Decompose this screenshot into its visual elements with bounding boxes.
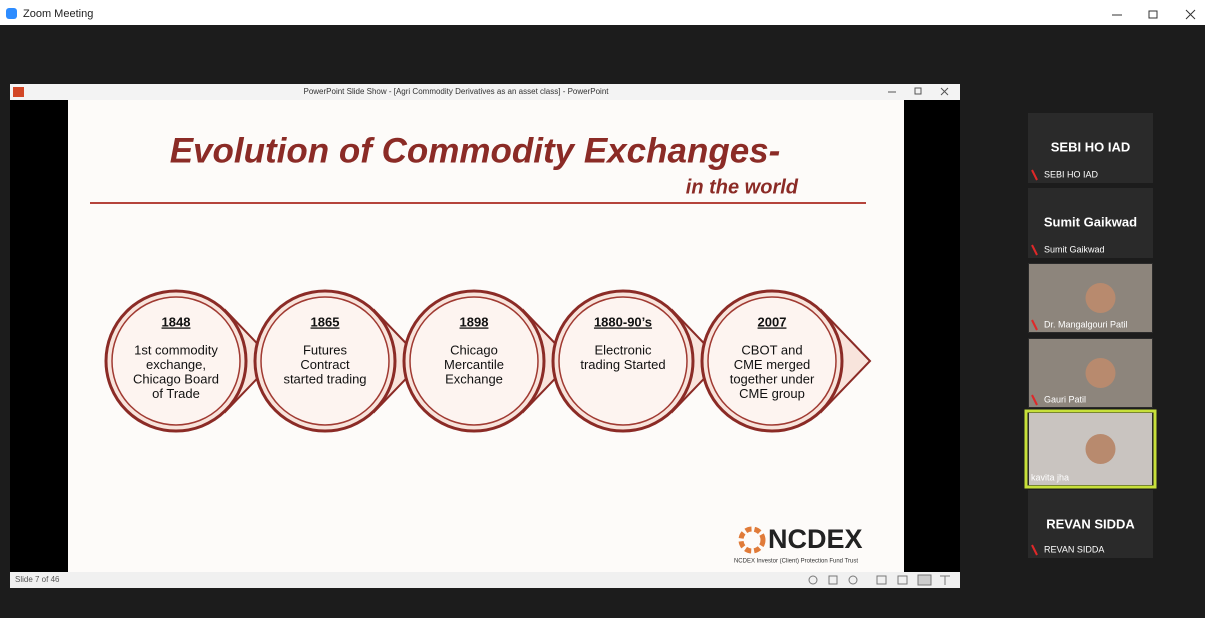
participant-face [1086,358,1116,388]
participant-name: kavita jha [1031,472,1069,482]
stage-text: Exchange [445,371,503,386]
stage-text: Mercantile [444,357,504,372]
stage-text: CME merged [734,357,811,372]
participant-name: Gauri Patil [1044,394,1086,404]
stage-text: CBOT and [741,342,802,357]
slide-counter: Slide 7 of 46 [15,575,60,584]
stage-year: 2007 [758,314,787,329]
titlebar [0,0,1205,25]
stage-text: Futures [303,342,348,357]
page: {"app": {"title": "Zoom Meeting"}, "powe… [0,0,1205,618]
participant-name: SEBI HO IAD [1044,169,1099,179]
stage-year: 1848 [162,314,191,329]
participant-face [1086,434,1116,464]
stage-text: of Trade [152,386,200,401]
participant-name: Dr. Mangalgouri Patil [1044,319,1128,329]
stage-text: 1st commodity [134,342,218,357]
stage-text: exchange, [146,357,206,372]
slide-subtitle: in the world [686,176,799,198]
participant-heading: Sumit Gaikwad [1044,214,1137,229]
zoom-icon [6,8,17,19]
app-title: Zoom Meeting [23,8,93,20]
stage-text: Contract [300,357,350,372]
participant-heading: SEBI HO IAD [1051,139,1130,154]
stage-text: Chicago [450,342,498,357]
stage-text: together under [730,371,815,386]
ppt-title: PowerPoint Slide Show - [Agri Commodity … [303,87,609,96]
stage-text: Chicago Board [133,371,219,386]
participant-face [1086,283,1116,313]
stage-text: trading Started [580,357,665,372]
slide-title: Evolution of Commodity Exchanges- [170,131,781,170]
stage-text: CME group [739,386,805,401]
stage-year: 1865 [311,314,340,329]
participant-name: Sumit Gaikwad [1044,244,1105,254]
stage-year: 1898 [460,314,489,329]
participant-name: REVAN SIDDA [1044,544,1104,554]
logo-name: NCDEX [768,524,863,554]
stage-text: started trading [283,371,366,386]
logo-tagline: NCDEX Investor (Client) Protection Fund … [734,559,858,565]
screen: Zoom Meeting PowerPoint Slide Show - [Ag… [0,0,1205,618]
stage-year: 1880-90’s [594,314,652,329]
reading-view[interactable] [918,575,931,585]
participant-heading: REVAN SIDDA [1046,516,1135,531]
stage-text: Electronic [594,342,652,357]
ppt-icon [13,87,24,97]
